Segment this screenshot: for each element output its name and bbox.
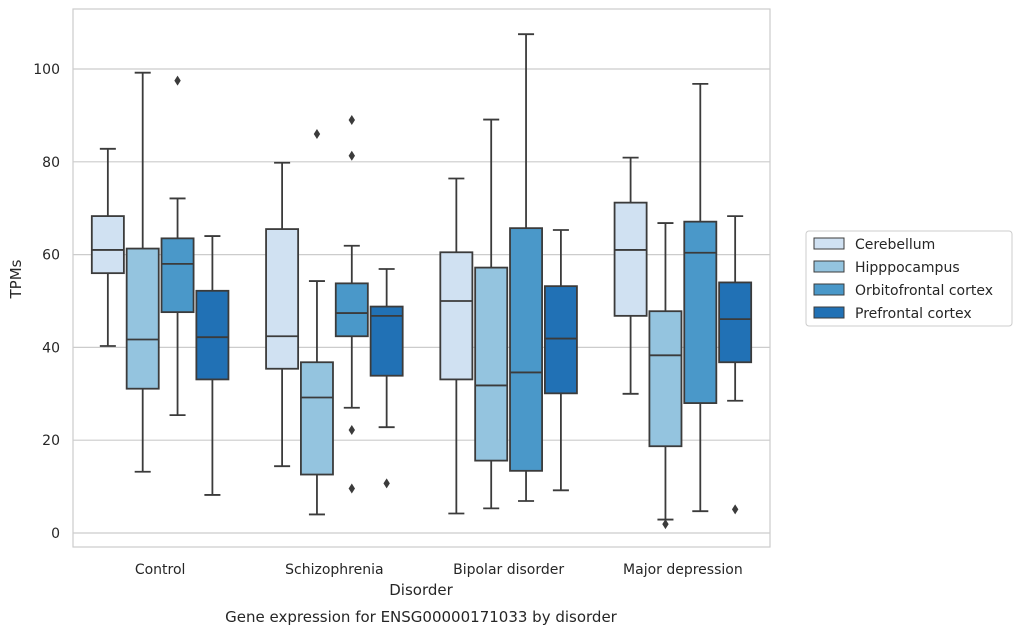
- box-iqr: [195, 289, 230, 381]
- box-prefrontal-cortex-1: [369, 268, 404, 489]
- x-axis-ticks: Control Schizophrenia Bipolar disorder Majo…: [135, 562, 743, 578]
- outlier-point: [313, 128, 321, 139]
- x-axis-label: Disorder: [389, 581, 453, 599]
- legend-frame: [805, 230, 1013, 327]
- box-cerebellum-2: [439, 177, 474, 515]
- y-axis-ticks: 0 20 40 60 80 100: [33, 62, 60, 542]
- box-iqr: [439, 251, 474, 381]
- box-iqr: [265, 228, 300, 370]
- box-iqr: [90, 215, 125, 275]
- box-iqr: [334, 282, 369, 338]
- legend-swatch: [813, 237, 845, 250]
- chart-title: Gene expression for ENSG00000171033 by d…: [225, 608, 618, 626]
- box-prefrontal-cortex-0: [195, 235, 230, 496]
- box-iqr: [648, 310, 683, 448]
- y-tick-label: 40: [42, 340, 60, 356]
- legend: Cerebellum Hipppocampus Orbitofrontal cort…: [805, 230, 1013, 327]
- legend-swatch: [813, 283, 845, 296]
- y-tick-label: 60: [42, 248, 60, 264]
- x-tick-label: Control: [135, 562, 186, 578]
- legend-label: Cerebellum: [855, 237, 935, 253]
- box-orbitofrontal-cortex-3: [683, 82, 718, 513]
- outlier-point: [174, 75, 181, 86]
- x-tick-label: Bipolar disorder: [453, 562, 564, 578]
- outlier-point: [348, 150, 355, 161]
- box-iqr: [474, 266, 509, 462]
- x-tick-label: Schizophrenia: [285, 562, 383, 578]
- box-iqr: [613, 201, 648, 317]
- y-tick-label: 80: [42, 155, 60, 171]
- y-tick-label: 20: [42, 433, 60, 449]
- legend-label: Orbitofrontal cortex: [855, 283, 993, 299]
- box-hipppocampus-2: [474, 118, 509, 510]
- legend-label: Prefrontal cortex: [855, 306, 972, 322]
- box-iqr: [683, 220, 718, 404]
- x-tick-label: Major depression: [623, 562, 743, 578]
- box-prefrontal-cortex-2: [543, 229, 578, 492]
- box-hipppocampus-1: [300, 128, 334, 516]
- outlier-point: [348, 483, 355, 494]
- y-tick-label: 0: [51, 526, 60, 542]
- box-iqr: [509, 227, 543, 472]
- box-cerebellum-3: [613, 156, 648, 395]
- y-axis-label: TPMs: [7, 259, 25, 299]
- box-orbitofrontal-cortex-0: [160, 75, 195, 417]
- legend-label: Hipppocampus: [855, 260, 960, 276]
- box-iqr: [160, 237, 195, 314]
- box-hipppocampus-0: [125, 71, 160, 473]
- box-iqr: [125, 247, 160, 390]
- box-iqr: [369, 305, 404, 377]
- legend-swatch: [813, 260, 845, 273]
- box-cerebellum-0: [90, 147, 125, 347]
- outlier-point: [383, 478, 390, 489]
- box-iqr: [300, 361, 334, 476]
- y-tick-label: 100: [33, 62, 60, 78]
- outlier-point: [662, 519, 669, 530]
- legend-swatch: [813, 306, 845, 319]
- box-hipppocampus-3: [648, 222, 683, 530]
- box-prefrontal-cortex-3: [718, 215, 753, 515]
- outlier-point: [348, 424, 355, 435]
- box-series: [90, 33, 753, 530]
- outlier-point: [731, 504, 739, 515]
- plot-area-frame: [72, 8, 771, 548]
- box-cerebellum-1: [265, 161, 300, 468]
- box-orbitofrontal-cortex-2: [509, 33, 543, 502]
- box-orbitofrontal-cortex-1: [334, 115, 369, 494]
- box-iqr: [718, 281, 753, 364]
- box-iqr: [543, 285, 578, 395]
- outlier-point: [348, 115, 355, 126]
